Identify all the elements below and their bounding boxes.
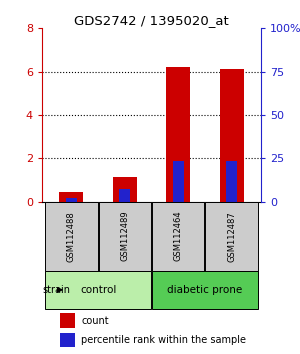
Bar — [119, 189, 130, 201]
Bar — [113, 177, 137, 201]
Bar — [173, 161, 184, 201]
Bar — [226, 161, 237, 201]
Bar — [166, 67, 190, 201]
Title: GDS2742 / 1395020_at: GDS2742 / 1395020_at — [74, 14, 229, 27]
Bar — [45, 271, 151, 309]
Bar — [59, 313, 75, 327]
Bar — [152, 271, 258, 309]
Bar — [206, 201, 258, 271]
Bar — [59, 193, 83, 201]
Bar — [66, 198, 77, 201]
Text: GSM112487: GSM112487 — [227, 211, 236, 262]
Bar — [59, 333, 75, 347]
Text: GSM112489: GSM112489 — [120, 211, 129, 262]
Text: diabetic prone: diabetic prone — [167, 285, 242, 295]
Text: GSM112464: GSM112464 — [174, 211, 183, 262]
Text: strain: strain — [43, 285, 70, 295]
Bar — [45, 201, 98, 271]
Text: count: count — [81, 315, 109, 326]
Bar — [152, 201, 204, 271]
Bar — [99, 201, 151, 271]
Text: GSM112488: GSM112488 — [67, 211, 76, 262]
Text: percentile rank within the sample: percentile rank within the sample — [81, 335, 246, 345]
Text: control: control — [80, 285, 116, 295]
Bar — [220, 69, 244, 201]
